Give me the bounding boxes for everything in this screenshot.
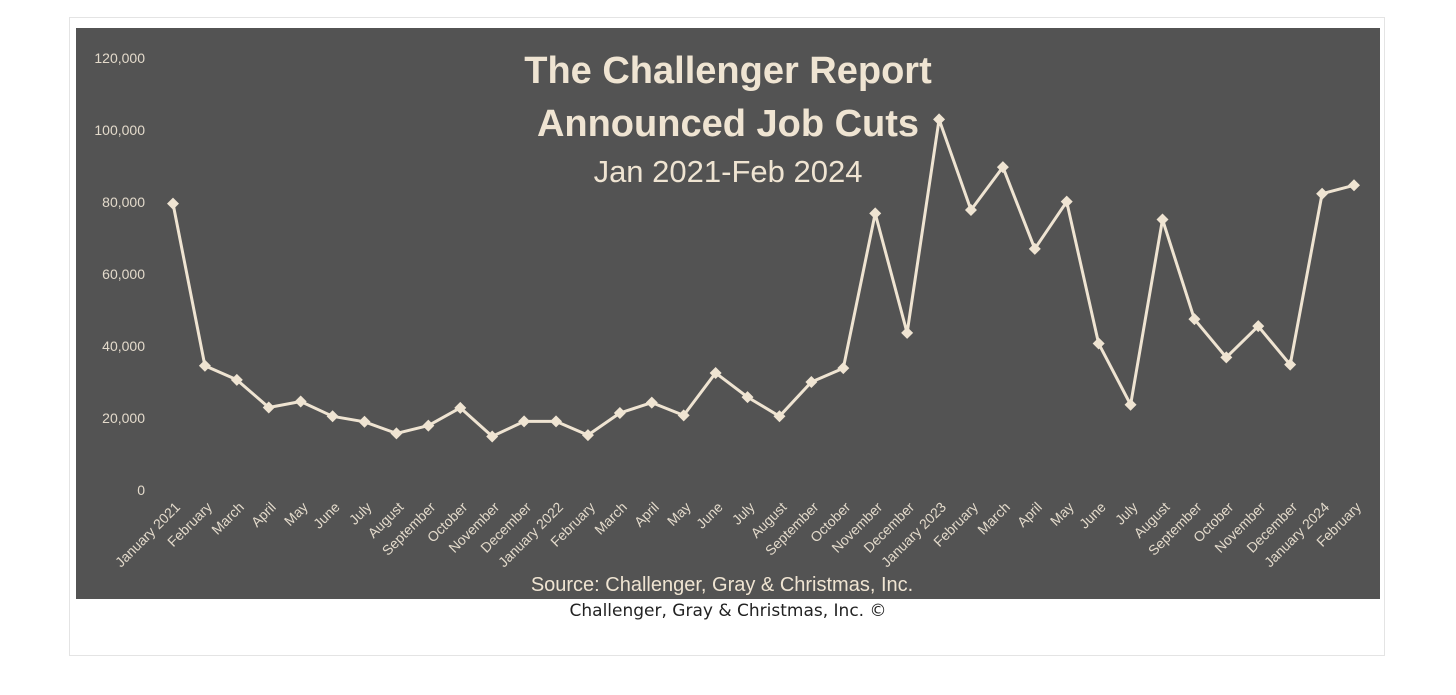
x-tick-label: March [208, 499, 247, 538]
y-tick-label: 0 [137, 482, 145, 498]
x-tick-label: May [281, 499, 311, 529]
y-tick-label: 60,000 [102, 266, 145, 282]
x-tick-label: June [310, 499, 343, 532]
data-point [709, 366, 722, 379]
x-tick-label: March [974, 499, 1013, 538]
data-point [933, 113, 946, 126]
data-point [294, 395, 307, 408]
data-point [1124, 398, 1137, 411]
x-tick-label: June [693, 499, 726, 532]
image-caption: Challenger, Gray & Christmas, Inc. © [569, 601, 887, 621]
x-tick-label: April [248, 499, 279, 530]
data-point [550, 415, 563, 428]
y-tick-label: 80,000 [102, 194, 145, 210]
data-point [677, 409, 690, 422]
chart-panel [76, 28, 1380, 599]
x-tick-label: April [1014, 499, 1045, 530]
series-job-cuts [167, 113, 1360, 443]
data-point [262, 401, 275, 414]
data-point [454, 401, 467, 414]
chart-subtitle: Announced Job Cuts [537, 103, 919, 145]
data-point [901, 326, 914, 339]
x-tick-label: May [1047, 499, 1077, 529]
x-tick-label: May [664, 499, 694, 529]
series-line [171, 117, 1355, 438]
data-point [581, 429, 594, 442]
data-point [996, 161, 1009, 174]
data-point [1220, 351, 1233, 364]
chart-title: The Challenger Report [524, 50, 932, 92]
data-point [741, 391, 754, 404]
data-point [1284, 358, 1297, 371]
data-point [1252, 320, 1265, 333]
y-tick-label: 40,000 [102, 338, 145, 354]
y-tick-label: 120,000 [94, 50, 145, 66]
x-tick-label: April [631, 499, 662, 530]
chart-date-range: Jan 2021-Feb 2024 [594, 154, 863, 189]
data-point [613, 407, 626, 420]
data-point [422, 419, 435, 432]
y-axis: 0 20,000 40,000 60,000 80,000 100,000 120,000 [94, 50, 145, 498]
data-point [805, 376, 818, 389]
y-tick-label: 100,000 [94, 122, 145, 138]
data-point [1028, 242, 1041, 255]
data-point [645, 396, 658, 409]
x-tick-label: June [1076, 499, 1109, 532]
y-tick-label: 20,000 [102, 410, 145, 426]
data-point [167, 197, 179, 210]
data-point [230, 373, 243, 386]
data-point [1156, 213, 1169, 226]
data-point [1092, 337, 1105, 350]
data-point [486, 430, 499, 443]
data-point [326, 410, 339, 423]
data-point [837, 362, 850, 375]
chart-source: Source: Challenger, Gray & Christmas, In… [531, 574, 913, 596]
x-tick-label: March [591, 499, 630, 538]
data-point [1316, 187, 1329, 200]
data-point [869, 207, 882, 220]
data-point [1188, 313, 1201, 326]
data-point [773, 410, 786, 423]
data-point [964, 204, 977, 217]
data-point [1348, 179, 1360, 192]
data-point [198, 359, 211, 372]
data-point [358, 415, 371, 428]
data-point [518, 415, 531, 428]
data-point [1060, 195, 1073, 208]
data-point [390, 427, 403, 440]
